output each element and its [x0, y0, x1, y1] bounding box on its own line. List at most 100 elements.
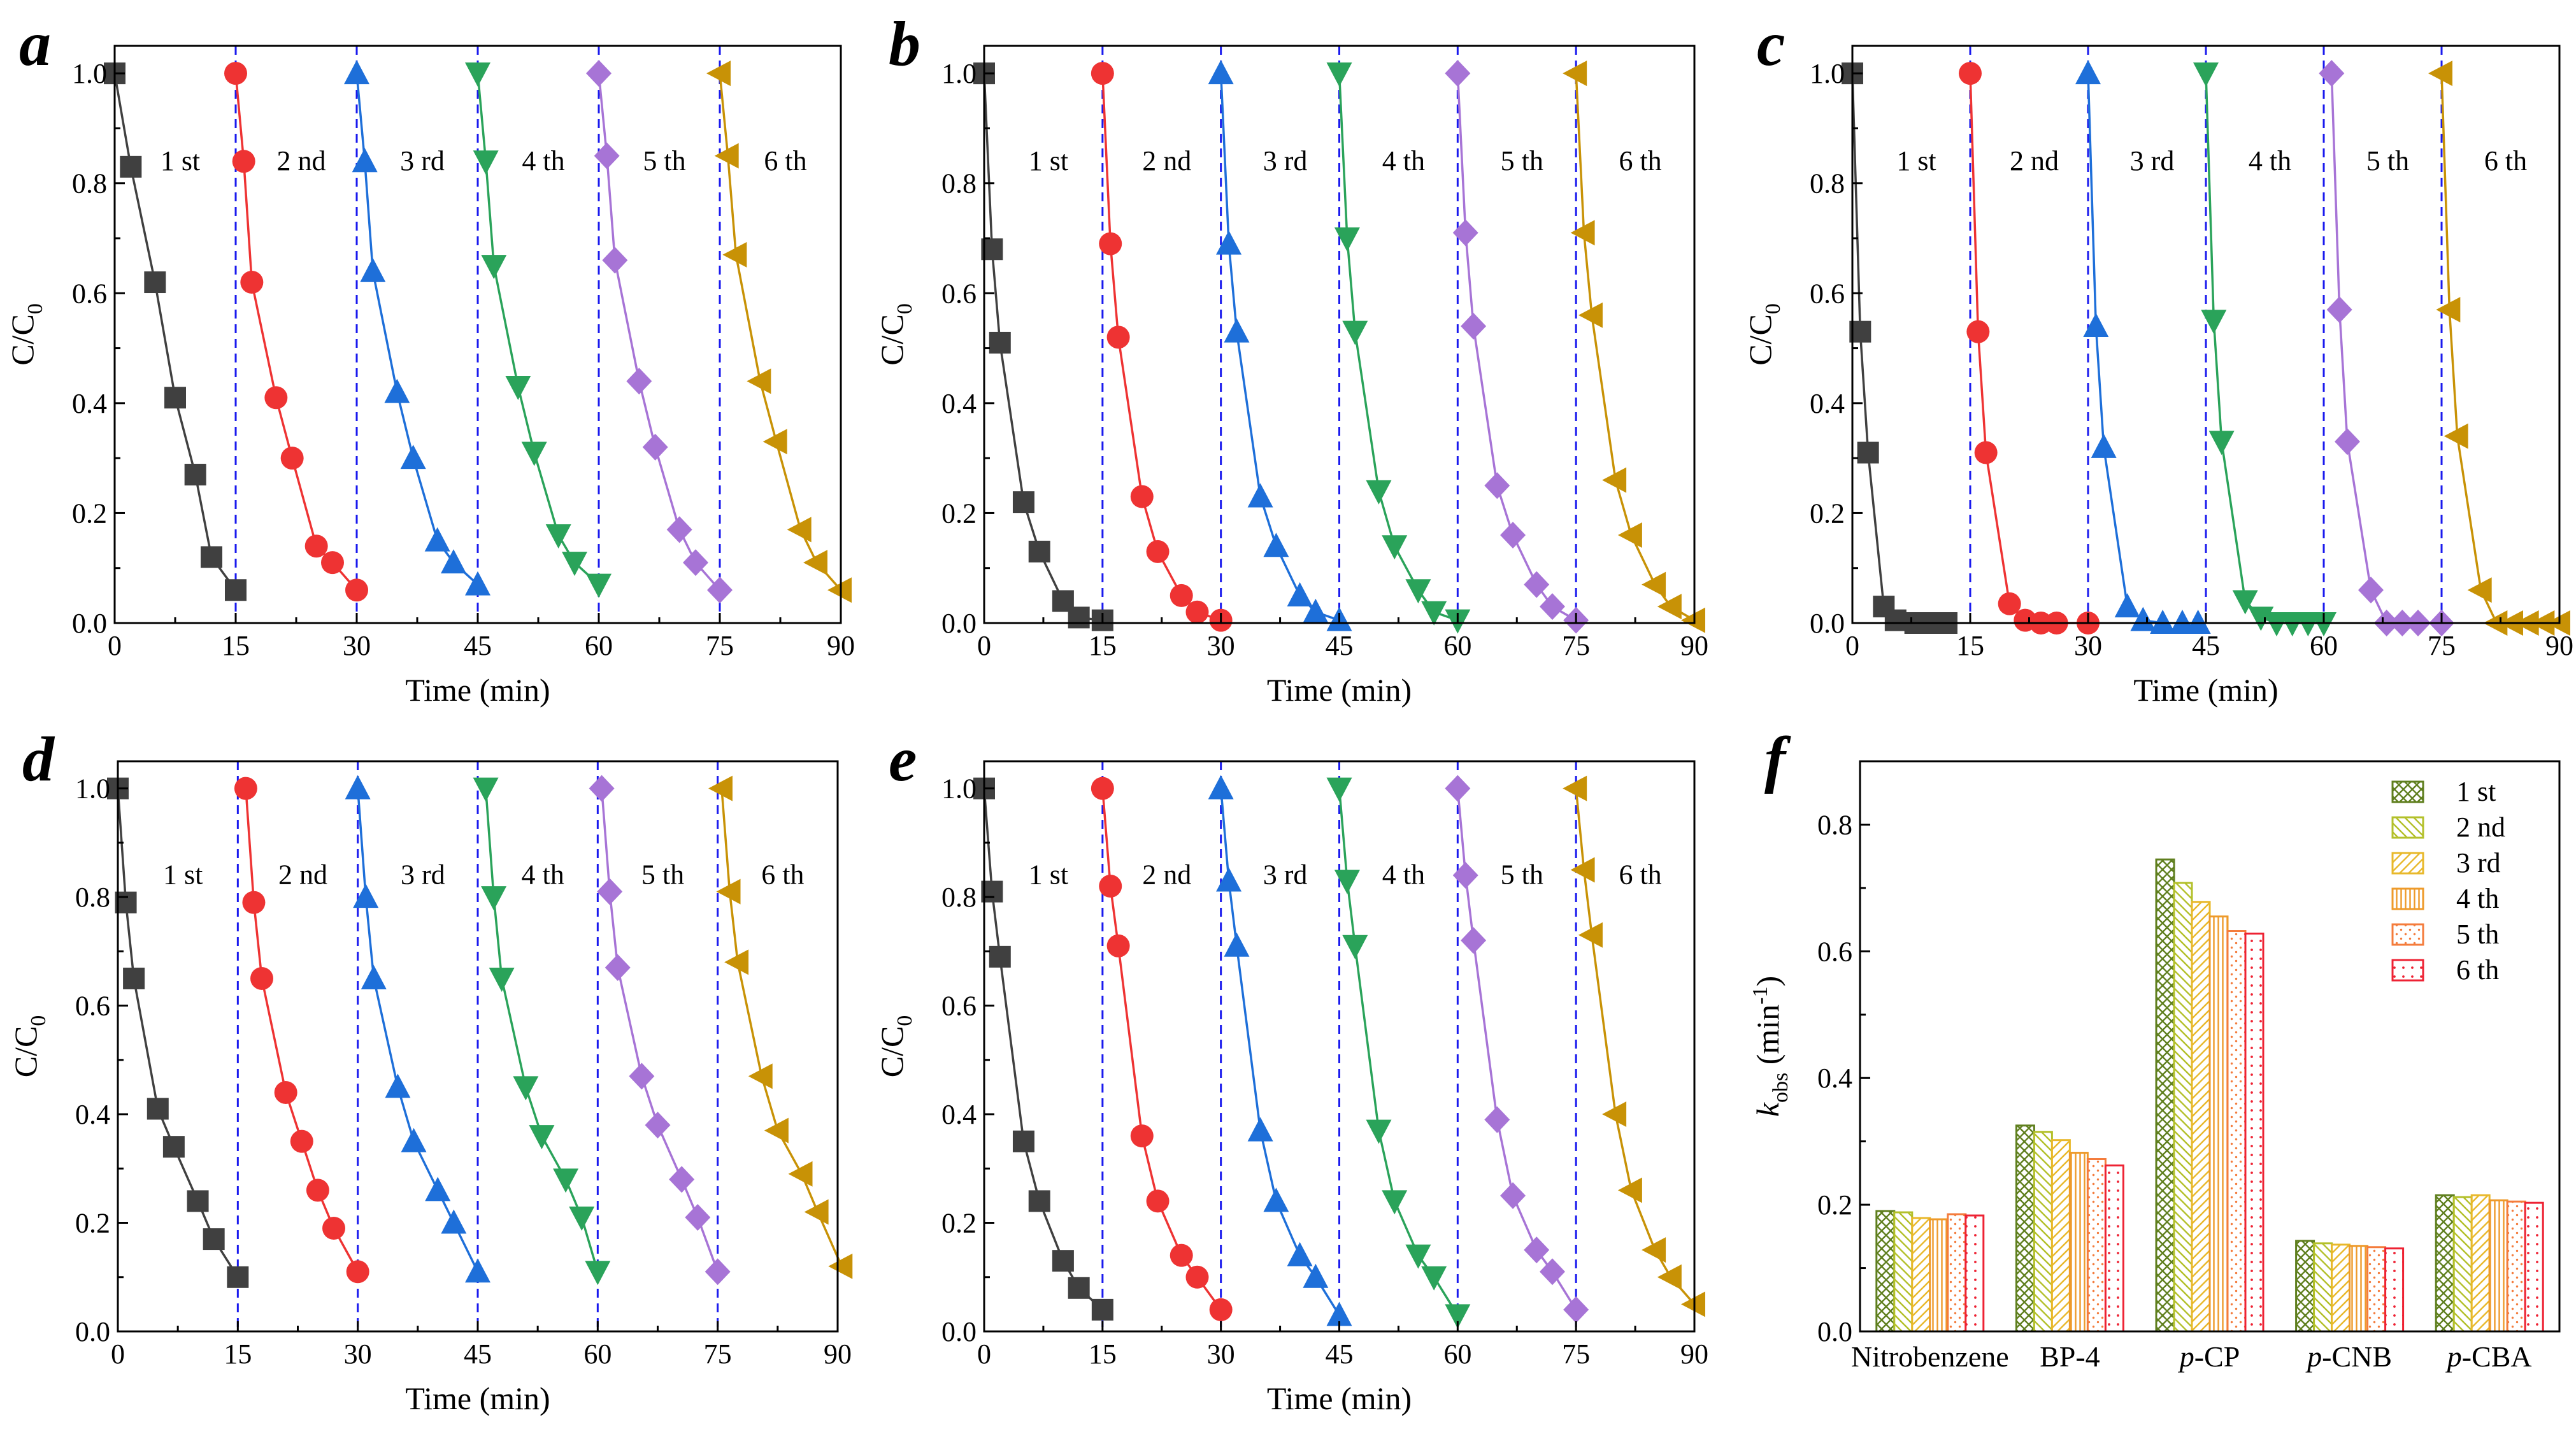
data-point: [361, 964, 387, 989]
data-point: [1326, 1301, 1352, 1326]
data-point: [184, 464, 206, 486]
data-point: [1287, 582, 1313, 606]
data-point: [1247, 483, 1273, 508]
run-label: 6 th: [1619, 145, 1661, 176]
x-tick-label: 15: [1956, 630, 1984, 661]
data-point: [1500, 1182, 1526, 1209]
bar: [2033, 1131, 2053, 1333]
data-point: [1445, 775, 1471, 802]
y-tick-label: 0.8: [941, 882, 977, 913]
data-point: [1130, 485, 1154, 508]
data-point: [2208, 431, 2235, 455]
x-tick-label: 15: [222, 630, 250, 661]
data-point: [360, 257, 386, 282]
data-point: [722, 241, 747, 268]
data-point: [1884, 609, 1907, 631]
bar: [2506, 1200, 2526, 1333]
data-point: [1263, 533, 1289, 557]
y-tick-label: 0.0: [72, 608, 107, 639]
x-tick-label: 0: [977, 630, 991, 661]
y-tick-label: 0.4: [941, 1099, 977, 1130]
data-point: [187, 1190, 209, 1212]
data-point: [1617, 522, 1642, 548]
data-point: [2467, 577, 2492, 603]
data-point: [489, 967, 515, 992]
run-label: 6 th: [764, 145, 806, 176]
x-tick-label: 90: [1680, 630, 1708, 661]
data-point: [1263, 1187, 1289, 1212]
data-point: [804, 1199, 829, 1225]
data-point: [629, 1063, 655, 1090]
legend: 1 st 2 nd 3 rd 4 th 5 th 6 th: [2391, 776, 2505, 986]
data-point: [2150, 610, 2176, 634]
bar: [2435, 1194, 2455, 1333]
data-point: [2130, 606, 2156, 631]
legend-swatch: [2391, 887, 2424, 910]
legend-swatch: [2391, 852, 2424, 875]
x-axis-label: Time (min): [1267, 672, 1412, 708]
run-label: 5 th: [1501, 859, 1543, 890]
data-point: [787, 517, 812, 543]
data-point: [147, 1098, 169, 1120]
legend-label: 3 rd: [2456, 847, 2501, 878]
data-point: [1681, 607, 1705, 633]
data-point: [605, 954, 631, 981]
data-point: [2075, 60, 2101, 85]
data-point: [306, 1179, 329, 1202]
x-tick-label: 75: [2428, 630, 2456, 661]
data-point: [1540, 593, 1565, 620]
data-point: [1146, 1189, 1170, 1213]
run-label: 1 st: [1029, 145, 1068, 176]
data-point: [597, 878, 623, 905]
data-point: [669, 1166, 695, 1193]
legend-label: 2 nd: [2456, 812, 2505, 843]
y-tick-label: 1.0: [1810, 58, 1845, 89]
run-label: 4 th: [1382, 145, 1425, 176]
bar: [2191, 901, 2211, 1333]
x-tick-label: 0: [108, 630, 122, 661]
x-tick-label: 75: [1562, 630, 1590, 661]
run-label: 2 nd: [278, 859, 327, 890]
data-point: [321, 551, 344, 575]
x-tick-label: 45: [2192, 630, 2220, 661]
data-point: [385, 1073, 411, 1098]
data-point: [225, 579, 247, 601]
data-point: [1334, 227, 1360, 252]
bar: [2452, 1196, 2473, 1333]
y-tick-label: 0.8: [1810, 168, 1845, 199]
bar: [2470, 1194, 2491, 1333]
x-tick-label: 45: [464, 1338, 492, 1370]
panel-e: 1 st 2 nd 3 rd 4 th 5 th 6 th 0 15 30 45 60 75 90 0.0…: [874, 724, 1708, 1416]
data-point: [1657, 594, 1682, 620]
y-tick-label: 1.0: [75, 773, 110, 805]
data-point: [1405, 579, 1431, 604]
data-point: [2335, 428, 2360, 455]
y-tick-label: 0.8: [941, 168, 977, 199]
x-tick-label: 90: [824, 1338, 852, 1370]
y-tick-label: 0.0: [1817, 1316, 1852, 1347]
run-label: 6 th: [2484, 145, 2527, 176]
x-tick-label: 15: [1089, 1338, 1117, 1370]
run-label: 5 th: [1501, 145, 1543, 176]
data-point: [1028, 540, 1050, 563]
data-point: [234, 777, 257, 800]
data-point: [589, 775, 615, 802]
panel-d: 1 st 2 nd 3 rd 4 th 5 th 6 th 0 15 30 45 60 75 90 0.0…: [8, 724, 853, 1416]
y-axis-label: kobs (min-1): [1749, 976, 1792, 1117]
data-point: [626, 368, 652, 395]
data-point: [345, 775, 371, 799]
panel-f: Nitrobenzene BP-4 p-CP p-CNB p-CBA 0.0 0.2 0.4 0…: [1749, 724, 2561, 1373]
y-tick-label: 1.0: [941, 773, 977, 805]
bar: [2244, 932, 2265, 1333]
bar: [2313, 1242, 2333, 1333]
y-tick-label: 1.0: [72, 58, 107, 89]
data-point: [529, 1125, 555, 1150]
data-point: [345, 578, 368, 602]
data-point: [1602, 467, 1627, 493]
data-point: [586, 60, 612, 87]
data-point: [2326, 296, 2352, 324]
data-point: [1342, 320, 1368, 345]
data-point: [705, 1258, 731, 1286]
x-tick-label: 60: [1443, 630, 1471, 661]
x-tick-label: 15: [1089, 630, 1117, 661]
